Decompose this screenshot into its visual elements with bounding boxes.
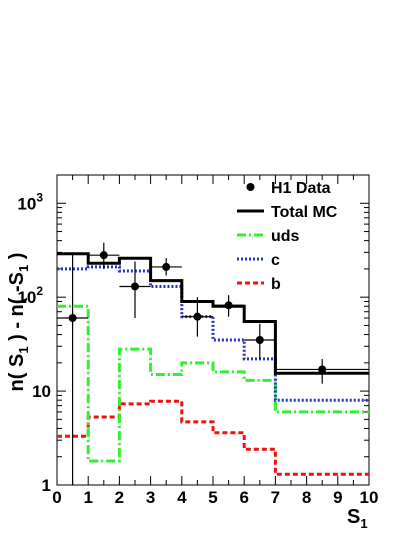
x-tick-label: 5 (208, 488, 217, 507)
legend-marker (246, 183, 255, 191)
data-marker (255, 335, 264, 344)
legend-label: Total MC (271, 204, 338, 221)
x-tick-label: 6 (239, 488, 248, 507)
data-point (275, 358, 369, 384)
data-point (119, 261, 151, 319)
y-tick-label-exponent: 2 (36, 284, 43, 298)
data-points (57, 242, 369, 485)
x-axis-title-sub: 1 (360, 516, 367, 531)
y-tick-label-exponent: 3 (36, 190, 43, 204)
data-point (213, 295, 245, 317)
x-tick-label: 1 (83, 488, 92, 507)
y-tick-label: 103 (17, 190, 43, 213)
data-marker (99, 251, 108, 260)
series-line-b (57, 399, 369, 476)
data-point (88, 242, 120, 269)
data-marker (224, 301, 233, 310)
legend-label: b (271, 276, 281, 293)
x-tick-label: 3 (146, 488, 155, 507)
data-marker (68, 314, 77, 323)
y-axis-title: n( S1 ) - n( -S1 ) (6, 253, 31, 392)
data-point (57, 252, 89, 485)
data-marker (131, 282, 139, 291)
y-axis-title-sub1: 1 (16, 346, 31, 353)
x-tick-label: 8 (302, 488, 311, 507)
data-marker (193, 312, 202, 321)
data-marker (318, 365, 327, 374)
x-tick-labels: 0 1 2 3 4 5 6 7 8 9 10 (52, 488, 378, 507)
x-tick-label: 4 (177, 488, 187, 507)
legend-item: b (237, 276, 281, 293)
legend-label: c (271, 252, 280, 269)
y-axis-title-part2: ) - n( -S (6, 272, 28, 346)
data-point (181, 297, 213, 337)
series-line-total (57, 252, 369, 375)
data-point (150, 258, 182, 276)
legend-label: H1 Data (271, 180, 331, 197)
legend-item: uds (237, 228, 300, 245)
legend-item: c (237, 252, 280, 269)
legend-item: H1 Data (246, 180, 331, 197)
x-tick-label: 2 (115, 488, 124, 507)
y-axis-title-part1: n( S (6, 354, 28, 392)
x-tick-label: 9 (333, 488, 342, 507)
x-tick-label: 0 (52, 488, 61, 507)
y-axis-title-part3: ) (6, 253, 28, 265)
data-marker (162, 262, 171, 271)
x-axis-title: S1 (347, 506, 368, 531)
x-tick-label: 10 (360, 488, 379, 507)
x-tick-label: 7 (271, 488, 280, 507)
x-axis-title-base: S (347, 506, 360, 528)
legend: H1 Data Total MC uds cb (237, 180, 338, 293)
data-point (244, 323, 276, 359)
y-tick-label: 1 (42, 476, 51, 495)
legend-item: Total MC (237, 204, 338, 221)
y-tick-label: 10 (32, 382, 51, 401)
legend-label: uds (271, 228, 300, 245)
y-axis-title-sub2: 1 (16, 265, 31, 272)
